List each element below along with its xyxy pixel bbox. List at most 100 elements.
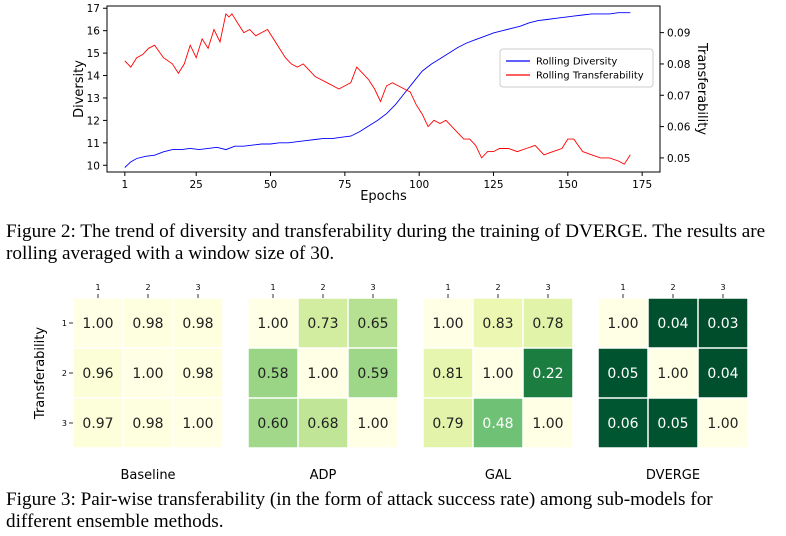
heatmap-cell-value: 0.79 xyxy=(432,416,463,432)
y-left-tick-label: 10 xyxy=(87,160,100,172)
heatmap-cell-value: 1.00 xyxy=(657,366,688,382)
heatmap-cell-value: 0.97 xyxy=(82,416,113,432)
heatmap-cell-value: 1.00 xyxy=(82,316,113,332)
heatmap-cell xyxy=(248,398,298,448)
x-tick-label: 25 xyxy=(190,179,203,191)
y-right-tick-label: 0.06 xyxy=(667,122,691,134)
heatmap-cell-value: 0.98 xyxy=(182,366,213,382)
heatmap-col-label: 1 xyxy=(445,283,450,292)
heatmap-title: Baseline xyxy=(120,468,175,483)
x-tick-label: 175 xyxy=(632,179,652,191)
heatmap-cell-value: 0.22 xyxy=(532,366,563,382)
y-left-axis-label: Diversity xyxy=(72,60,87,118)
y-right-axis-label: Transferability xyxy=(694,42,709,135)
x-tick-label: 125 xyxy=(483,179,503,191)
figure-2-line-chart: 1 25 50 75 100 125 150 17510111213141516170.050… xyxy=(72,3,709,204)
heatmap-cell-value: 1.00 xyxy=(257,316,288,332)
figure-2-caption: Figure 2: The trend of diversity and tra… xyxy=(6,221,766,264)
y-left-tick-label: 15 xyxy=(87,48,100,60)
heatmap-cell-value: 0.65 xyxy=(357,316,388,332)
heatmap-cell xyxy=(173,298,223,348)
heatmap-cell-value: 0.48 xyxy=(482,416,513,432)
heatmap-col-label: 1 xyxy=(270,283,275,292)
legend: Rolling Diversity Rolling Transferability xyxy=(499,48,654,88)
x-tick-label: 50 xyxy=(264,179,277,191)
heatmap-col-label: 2 xyxy=(670,283,675,292)
heatmap-cell xyxy=(473,298,523,348)
y-right-tick-label: 0.08 xyxy=(667,59,690,71)
figure-3-caption: Figure 3: Pair-wise transferability (in … xyxy=(6,489,713,532)
heatmap-cell xyxy=(473,348,523,398)
heatmap-col-label: 1 xyxy=(95,283,100,292)
heatmap-col-label: 3 xyxy=(195,283,200,292)
heatmap-cell-value: 1.00 xyxy=(307,366,338,382)
x-axis-label: Epochs xyxy=(360,189,407,204)
heatmap-gal: 1 2 3 1.00 0.83 0.78 0.81 1.00 0.22 0.79 0.48 1.00 G… xyxy=(423,283,573,483)
heatmap-cell xyxy=(648,398,698,448)
heatmap-col-label: 1 xyxy=(620,283,625,292)
heatmap-title: DVERGE xyxy=(646,468,700,483)
heatmap-cell xyxy=(123,348,173,398)
heatmap-cell-value: 0.78 xyxy=(532,316,563,332)
heatmap-cell-value: 0.06 xyxy=(607,416,638,432)
y-right-tick-label: 0.09 xyxy=(667,28,690,40)
y-left-tick-label: 12 xyxy=(87,115,100,127)
heatmap-cell xyxy=(348,348,398,398)
heatmap-cell xyxy=(123,298,173,348)
legend-entry: Rolling Transferability xyxy=(536,71,644,82)
heatmap-cell xyxy=(73,398,123,448)
heatmap-cell-value: 0.83 xyxy=(482,316,513,332)
heatmap-cell xyxy=(298,398,348,448)
heatmap-col-label: 2 xyxy=(495,283,500,292)
legend-entry: Rolling Diversity xyxy=(536,57,617,68)
heatmap-cell xyxy=(173,348,223,398)
heatmap-cell-value: 1.00 xyxy=(132,366,163,382)
heatmap-cell-value: 1.00 xyxy=(707,416,738,432)
heatmap-adp: 1 2 3 1.00 0.73 0.65 0.58 1.00 0.59 0.60 0.68 1.00 A… xyxy=(248,283,398,483)
heatmap-baseline: 1 2 3 1 2 3 1.00 0.98 0.98 0.96 1.00 0.98 0.97 0.98 1.… xyxy=(62,283,223,483)
heatmap-cell xyxy=(698,298,748,348)
heatmap-col-label: 2 xyxy=(145,283,150,292)
heatmap-cell xyxy=(523,348,573,398)
heatmap-cell-value: 1.00 xyxy=(607,316,638,332)
heatmap-cell xyxy=(423,398,473,448)
heatmap-cell-value: 0.59 xyxy=(357,366,388,382)
heatmap-cell-value: 0.96 xyxy=(82,366,113,382)
heatmap-cell-value: 0.73 xyxy=(307,316,338,332)
series-line-rolling-diversity xyxy=(124,12,631,168)
heatmap-cell-value: 0.68 xyxy=(307,416,338,432)
x-tick-label: 150 xyxy=(558,179,578,191)
heatmap-cell-value: 1.00 xyxy=(182,416,213,432)
heatmap-cell xyxy=(648,298,698,348)
heatmap-dverge: 1 2 3 1.00 0.04 0.03 0.05 1.00 0.04 0.06 0.05 1.00 D… xyxy=(598,283,748,483)
heatmap-cell-value: 0.98 xyxy=(132,416,163,432)
x-tick-label: 75 xyxy=(338,179,351,191)
x-tick-label: 1 xyxy=(121,179,128,191)
heatmap-cell xyxy=(348,398,398,448)
y-left-tick-label: 14 xyxy=(87,71,101,83)
heatmap-cell xyxy=(248,298,298,348)
y-left-tick-label: 16 xyxy=(87,26,101,38)
heatmap-cell-value: 0.04 xyxy=(657,316,688,332)
heatmap-row-label: 3 xyxy=(62,419,67,428)
legend-box xyxy=(499,48,654,88)
heatmap-cell xyxy=(73,298,123,348)
heatmap-cell xyxy=(523,298,573,348)
heatmap-col-label: 3 xyxy=(370,283,375,292)
heatmap-cell-value: 0.05 xyxy=(607,366,638,382)
y-left-tick-label: 13 xyxy=(87,93,100,105)
heatmap-cell xyxy=(123,398,173,448)
y-left-tick-label: 11 xyxy=(87,138,100,150)
series-line-rolling-transferability xyxy=(124,12,631,165)
heatmap-title: ADP xyxy=(310,468,337,483)
heatmap-cell xyxy=(698,348,748,398)
heatmap-cell xyxy=(423,298,473,348)
figure-3-heatmaps: Transferability 1 2 3 1 2 3 1.00 0.98 0.98 0.96 1.0… xyxy=(33,283,748,483)
heatmap-cell xyxy=(648,348,698,398)
heatmap-cell-value: 0.58 xyxy=(257,366,288,382)
figure-3-y-axis-label: Transferability xyxy=(33,327,48,420)
y-right-tick-label: 0.05 xyxy=(667,153,690,165)
heatmap-cell xyxy=(523,398,573,448)
heatmap-cell xyxy=(248,348,298,398)
heatmap-cell-value: 1.00 xyxy=(432,316,463,332)
